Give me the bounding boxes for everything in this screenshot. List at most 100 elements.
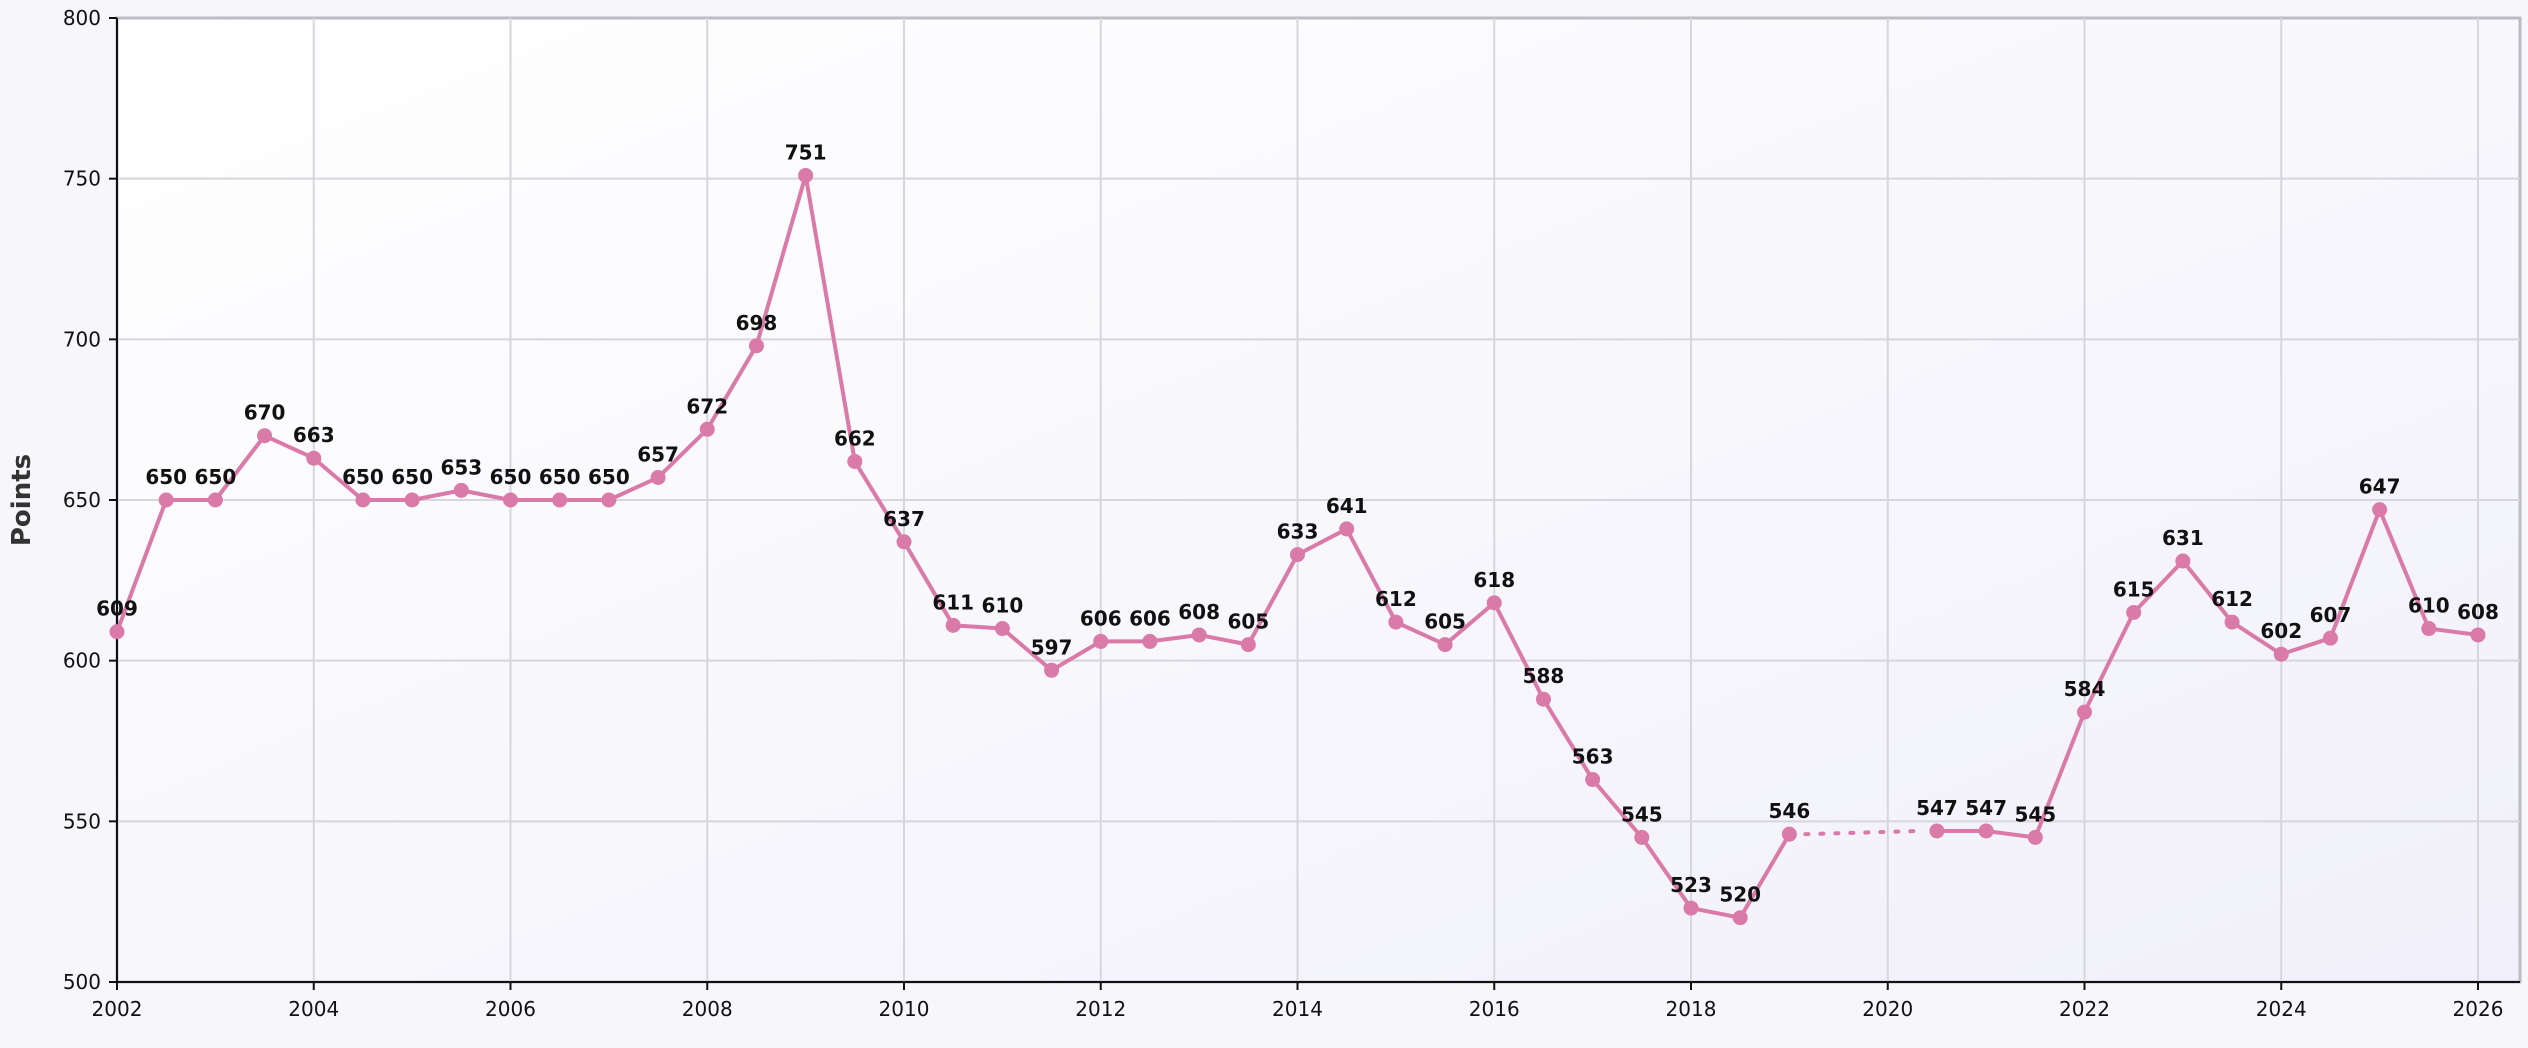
- data-label: 608: [2457, 600, 2499, 624]
- data-point[interactable]: [404, 492, 420, 508]
- data-label: 611: [932, 590, 974, 614]
- x-tick-label: 2020: [1862, 997, 1913, 1021]
- data-point[interactable]: [650, 470, 666, 486]
- data-label: 637: [883, 507, 925, 531]
- y-tick-label: 500: [63, 970, 101, 994]
- data-point[interactable]: [994, 621, 1010, 637]
- series-gap-line: [1803, 828, 1923, 837]
- data-point[interactable]: [207, 492, 223, 508]
- data-point[interactable]: [1142, 633, 1158, 649]
- x-tick-label: 2014: [1272, 997, 1323, 1021]
- data-label: 547: [1965, 796, 2007, 820]
- x-tick-label: 2016: [1469, 997, 1520, 1021]
- data-label: 650: [490, 465, 532, 489]
- x-tick-label: 2024: [2256, 997, 2307, 1021]
- data-label: 588: [1523, 664, 1565, 688]
- data-point[interactable]: [601, 492, 617, 508]
- data-point[interactable]: [355, 492, 371, 508]
- x-tick-label: 2026: [2453, 997, 2504, 1021]
- data-point[interactable]: [699, 421, 715, 437]
- y-tick-label: 750: [63, 167, 101, 191]
- data-point[interactable]: [1978, 823, 1994, 839]
- data-label: 650: [588, 465, 630, 489]
- data-point[interactable]: [109, 624, 125, 640]
- data-label: 545: [2014, 802, 2056, 826]
- data-label: 605: [1227, 610, 1269, 634]
- data-point[interactable]: [453, 482, 469, 498]
- tick-labels: 500 550 600 650 700 750 800 2002 2004 2006 2008 201…: [63, 6, 2504, 1021]
- data-point[interactable]: [2077, 704, 2092, 720]
- data-point[interactable]: [1093, 633, 1109, 649]
- data-label: 520: [1719, 883, 1761, 907]
- data-label: 657: [637, 443, 679, 467]
- data-point[interactable]: [1044, 662, 1060, 678]
- data-point[interactable]: [1339, 521, 1355, 537]
- data-point[interactable]: [1240, 637, 1256, 653]
- data-label: 672: [686, 394, 728, 418]
- data-point[interactable]: [257, 428, 273, 444]
- data-label: 546: [1769, 799, 1811, 823]
- data-point[interactable]: [1732, 910, 1748, 926]
- data-point[interactable]: [798, 167, 814, 183]
- data-point[interactable]: [2421, 621, 2437, 637]
- data-label: 610: [982, 594, 1024, 618]
- data-point[interactable]: [1437, 637, 1453, 653]
- data-label: 662: [834, 426, 876, 450]
- data-label: 602: [2260, 619, 2302, 643]
- data-label: 698: [736, 311, 778, 335]
- data-point[interactable]: [945, 617, 961, 633]
- data-point[interactable]: [2224, 614, 2240, 630]
- data-label: 523: [1670, 873, 1712, 897]
- data-point[interactable]: [1535, 691, 1551, 707]
- data-label: 584: [2064, 677, 2106, 701]
- data-label: 650: [391, 465, 433, 489]
- data-point[interactable]: [1929, 823, 1945, 839]
- data-label: 545: [1621, 802, 1663, 826]
- data-point[interactable]: [1634, 829, 1650, 845]
- data-label: 650: [195, 465, 237, 489]
- data-point[interactable]: [1486, 595, 1502, 611]
- data-label: 633: [1277, 520, 1319, 544]
- data-label: 647: [2359, 475, 2401, 499]
- data-label: 605: [1424, 610, 1466, 634]
- data-point[interactable]: [896, 534, 912, 550]
- data-point[interactable]: [2372, 502, 2388, 518]
- data-point[interactable]: [158, 492, 174, 508]
- data-point[interactable]: [847, 453, 863, 469]
- data-point[interactable]: [748, 338, 764, 354]
- data-label: 606: [1129, 606, 1171, 630]
- data-point[interactable]: [306, 450, 322, 466]
- y-tick-label: 600: [63, 649, 101, 673]
- y-tick-label: 700: [63, 327, 101, 351]
- x-tick-label: 2008: [682, 997, 733, 1021]
- data-label: 653: [440, 455, 482, 479]
- y-tick-label: 800: [63, 6, 101, 30]
- data-label: 563: [1572, 745, 1614, 769]
- data-point[interactable]: [1683, 900, 1699, 916]
- data-points: [109, 167, 2486, 926]
- data-label: 609: [96, 597, 138, 621]
- y-tick-label: 650: [63, 488, 101, 512]
- data-point[interactable]: [2470, 627, 2486, 643]
- data-point[interactable]: [2175, 553, 2191, 569]
- data-label: 618: [1473, 568, 1515, 592]
- data-point[interactable]: [1191, 627, 1207, 643]
- data-label: 607: [2310, 603, 2352, 627]
- data-point[interactable]: [2126, 604, 2142, 620]
- data-point[interactable]: [1290, 547, 1305, 563]
- series-line: [1934, 507, 2480, 840]
- data-point[interactable]: [2322, 630, 2338, 646]
- data-label: 631: [2162, 526, 2204, 550]
- x-tick-label: 2004: [288, 997, 339, 1021]
- data-point[interactable]: [2273, 646, 2289, 662]
- data-point[interactable]: [503, 492, 518, 508]
- data-point[interactable]: [1781, 826, 1797, 842]
- data-point[interactable]: [552, 492, 568, 508]
- data-point[interactable]: [2027, 829, 2043, 845]
- data-point[interactable]: [1388, 614, 1404, 630]
- data-label: 608: [1178, 600, 1220, 624]
- data-point[interactable]: [1585, 772, 1601, 788]
- data-label: 612: [1375, 587, 1417, 611]
